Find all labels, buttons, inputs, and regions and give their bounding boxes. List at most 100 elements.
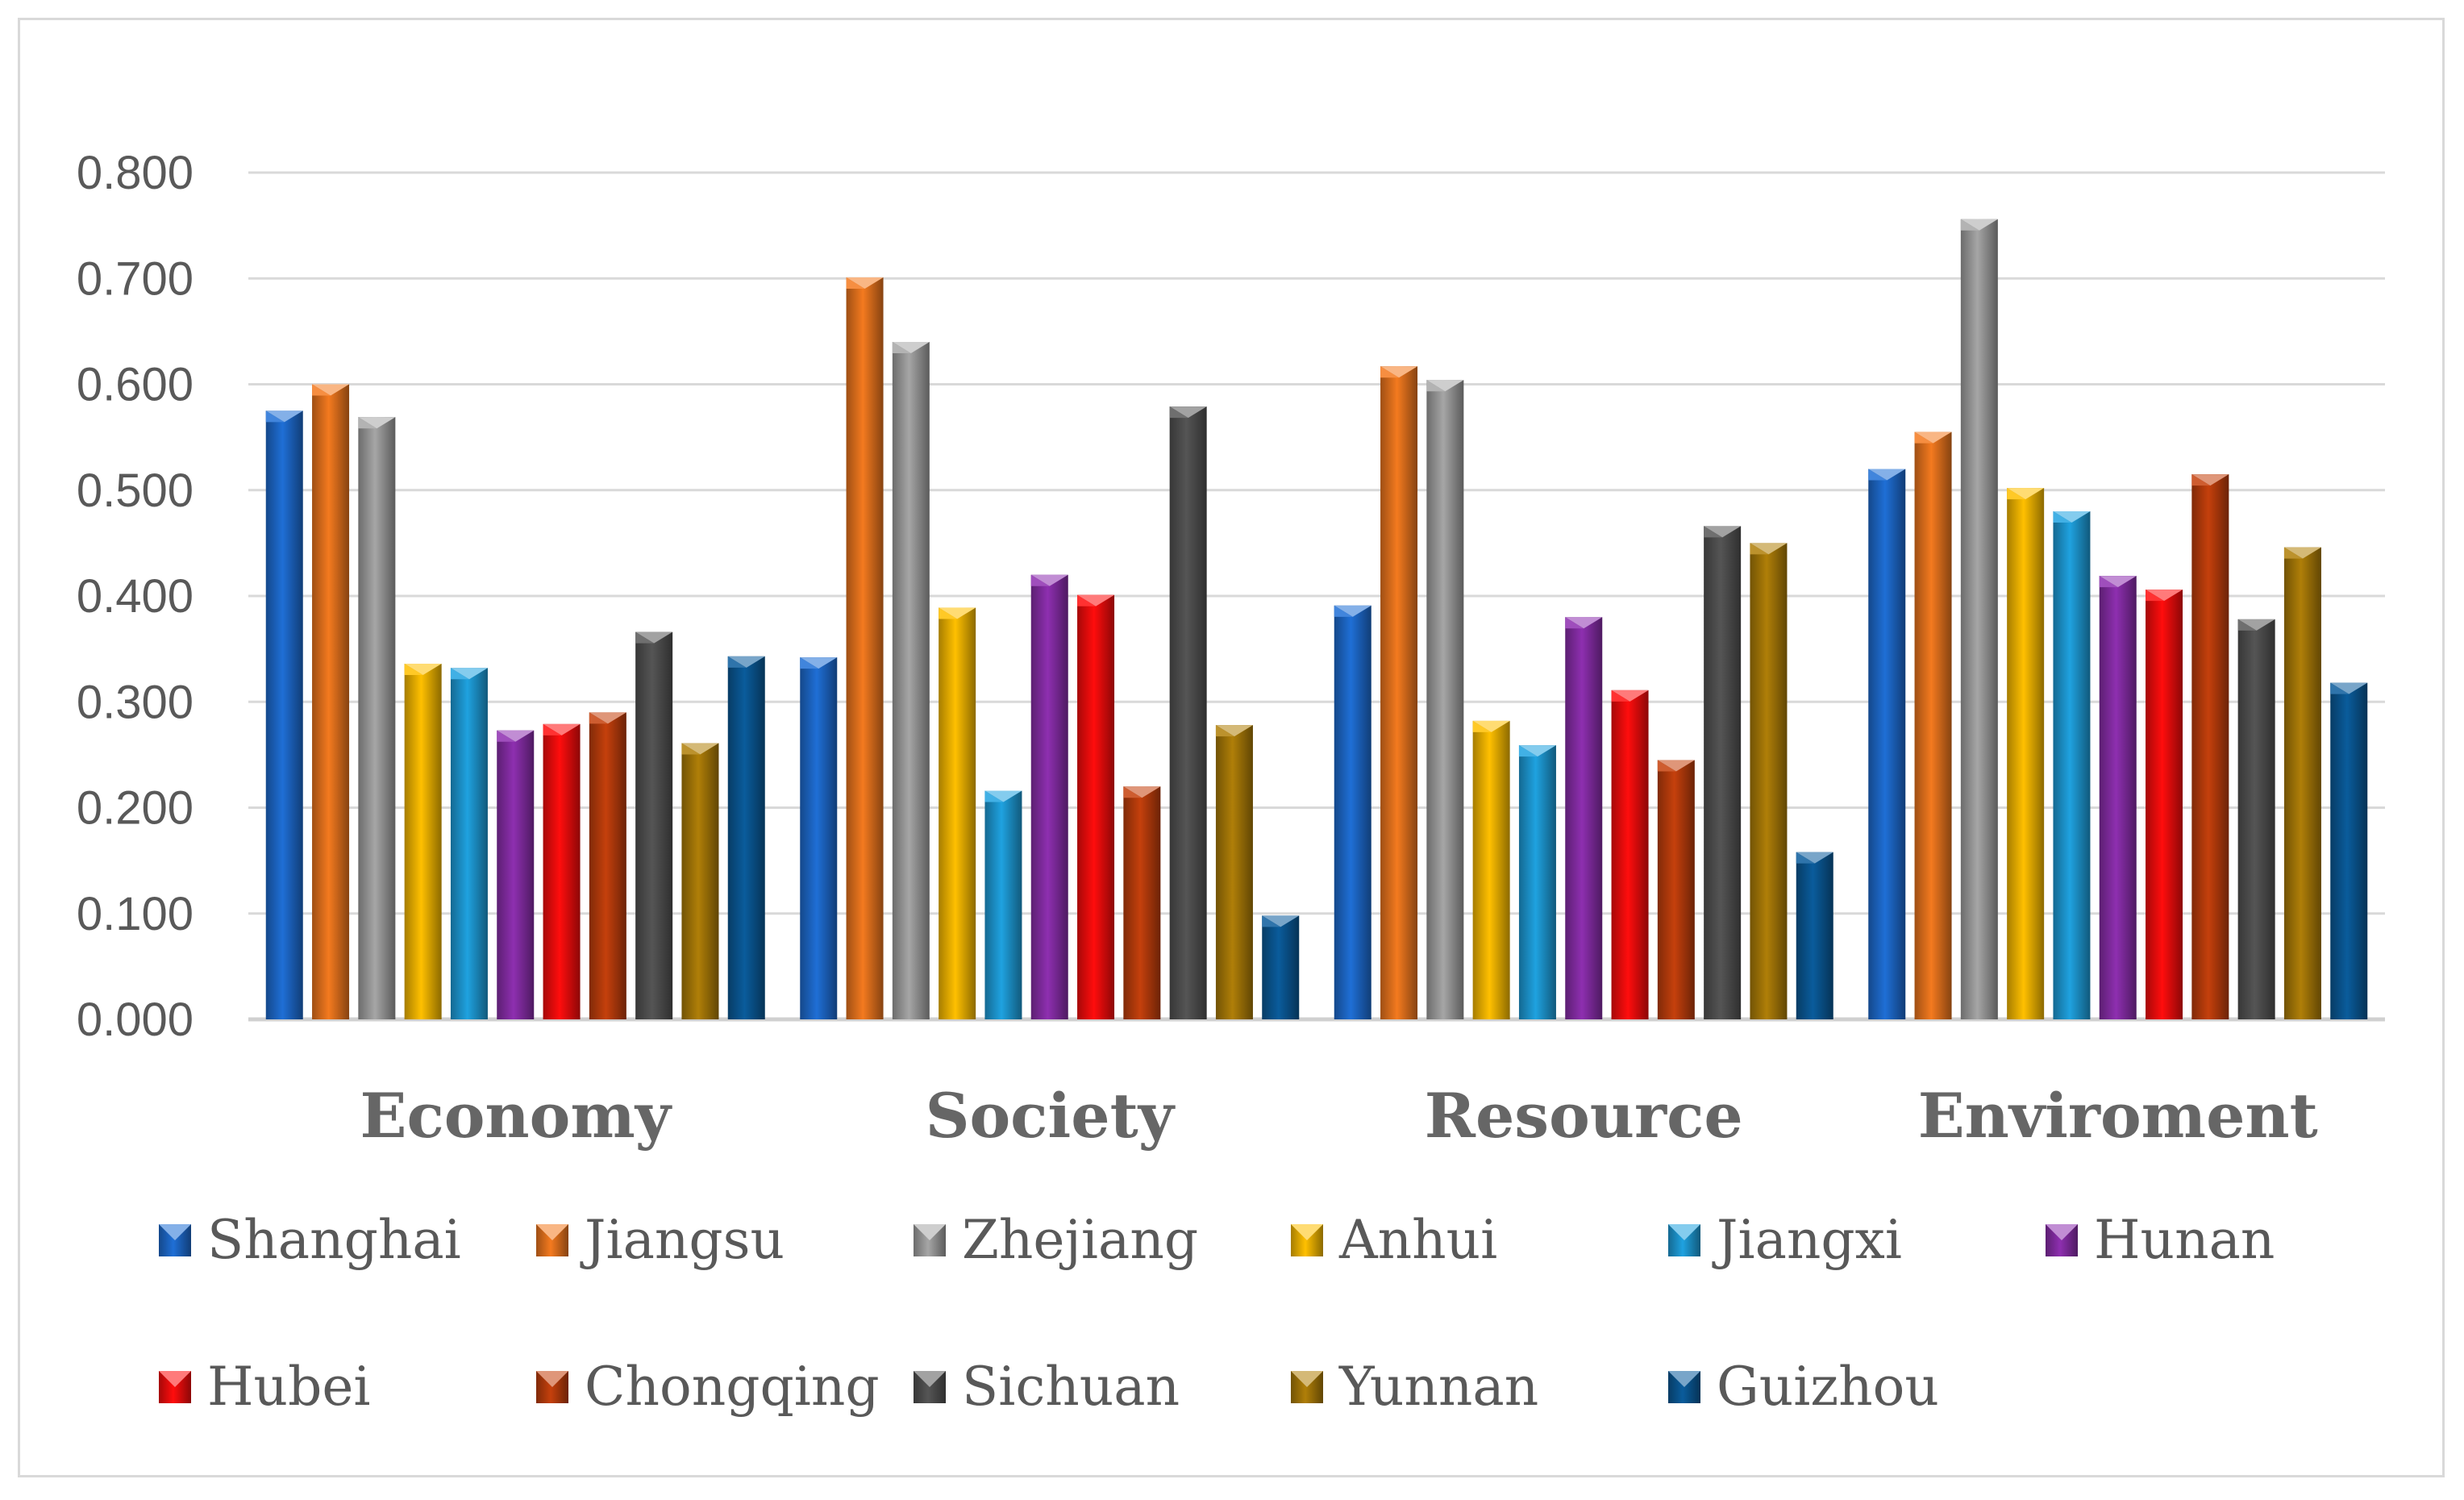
bar-cap-side bbox=[1334, 605, 1353, 617]
legend-swatch-cap bbox=[536, 1224, 568, 1240]
bar-cap-side bbox=[450, 668, 469, 680]
legend-item-hubei: Hubei bbox=[159, 1356, 370, 1418]
bar-cap bbox=[846, 277, 884, 289]
bar-cap bbox=[892, 342, 930, 353]
y-tick-label: 0.600 bbox=[77, 359, 194, 411]
bar-cap-side bbox=[497, 730, 516, 742]
bar-hubei-enviroment bbox=[2146, 590, 2183, 1019]
category-label-resource: Resource bbox=[1425, 1080, 1743, 1152]
bar-hubei-resource bbox=[1611, 690, 1649, 1019]
category-label-enviroment: Enviroment bbox=[1918, 1080, 2318, 1152]
legend-swatch-cap bbox=[536, 1371, 568, 1387]
bar-cap bbox=[358, 417, 396, 429]
legend-label: Zhejiang bbox=[962, 1209, 1198, 1271]
legend-swatch-cap bbox=[1291, 1224, 1323, 1240]
bar-cap bbox=[1565, 617, 1603, 629]
bar-cap-side bbox=[2099, 576, 2118, 588]
legend-swatch-cap bbox=[1668, 1224, 1700, 1240]
bar-cap bbox=[635, 631, 673, 644]
bar-cap-side bbox=[984, 790, 1004, 802]
bar-cap-side bbox=[358, 417, 377, 429]
bar-cap bbox=[1030, 574, 1068, 586]
legend-swatch-cap bbox=[914, 1371, 946, 1387]
bar-cap bbox=[800, 657, 838, 669]
bar-cap bbox=[2191, 474, 2229, 486]
bar-jiangsu-economy bbox=[312, 384, 350, 1019]
bar-chongqing-enviroment bbox=[2191, 474, 2229, 1019]
bar-cap-side bbox=[1518, 745, 1538, 757]
bar-cap-side bbox=[2191, 474, 2211, 486]
bar-cap bbox=[727, 656, 765, 668]
bar-cap-side bbox=[892, 342, 911, 353]
bar-cap-side bbox=[2330, 682, 2350, 694]
legend-label: Hunan bbox=[2094, 1209, 2275, 1271]
bar-cap bbox=[312, 384, 350, 396]
bar-cap bbox=[1472, 720, 1510, 732]
bar-yunnan-resource bbox=[1750, 543, 1788, 1019]
bar-cap-side bbox=[800, 657, 819, 669]
legend-label: Anhui bbox=[1338, 1209, 1497, 1271]
legend-item-jiangsu: Jiangsu bbox=[536, 1209, 785, 1271]
bar-hunan-society bbox=[1030, 574, 1068, 1019]
bar-cap bbox=[2146, 590, 2183, 602]
bar-hubei-economy bbox=[543, 723, 581, 1019]
bar-cap-side bbox=[1472, 720, 1492, 732]
bar-cap-side bbox=[1704, 526, 1723, 538]
bar-jiangxi-resource bbox=[1518, 745, 1556, 1019]
bar-cap bbox=[1518, 745, 1556, 757]
bar-cap bbox=[265, 410, 303, 423]
bar-cap-side bbox=[846, 277, 865, 289]
legend-swatch-cap bbox=[2046, 1224, 2078, 1240]
bar-cap bbox=[1796, 852, 1833, 864]
bar-hunan-enviroment bbox=[2099, 576, 2137, 1019]
bar-cap-side bbox=[1262, 915, 1281, 927]
bar-shanghai-enviroment bbox=[1868, 469, 1906, 1019]
legend-item-jiangxi: Jiangxi bbox=[1668, 1209, 1902, 1271]
y-tick-label: 0.700 bbox=[77, 252, 194, 305]
bar-cap-side bbox=[681, 743, 701, 755]
bar-sichuan-economy bbox=[635, 631, 673, 1019]
bar-shanghai-economy bbox=[265, 410, 303, 1019]
legend: Shanghai Jiangsu Zhejiang Anhui Jiangxi Hunan… bbox=[159, 1209, 2275, 1418]
bar-cap-side bbox=[1426, 380, 1446, 392]
bar-cap-side bbox=[1123, 786, 1143, 798]
bar-sichuan-enviroment bbox=[2237, 619, 2275, 1019]
bar-guizhou-economy bbox=[727, 656, 765, 1019]
bar-jiangsu-enviroment bbox=[1914, 431, 1952, 1019]
legend-swatch-cap bbox=[1291, 1371, 1323, 1387]
y-tick-label: 0.100 bbox=[77, 888, 194, 940]
bar-cap-side bbox=[2146, 590, 2165, 602]
bar-cap bbox=[2283, 547, 2321, 559]
legend-item-chongqing: Chongqing bbox=[536, 1356, 880, 1418]
legend-swatch-cap bbox=[914, 1224, 946, 1240]
bar-sichuan-society bbox=[1169, 406, 1207, 1019]
bar-cap bbox=[1868, 469, 1906, 481]
legend-item-hunan: Hunan bbox=[2046, 1209, 2275, 1271]
legend-label: Shanghai bbox=[207, 1209, 461, 1271]
bar-jiangxi-economy bbox=[450, 668, 488, 1019]
bar-cap-side bbox=[1077, 594, 1097, 606]
bar-cap-side bbox=[727, 656, 747, 668]
bar-cap-side bbox=[265, 410, 285, 423]
legend-item-guizhou: Guizhou bbox=[1668, 1356, 1939, 1418]
legend-label: Chongqing bbox=[585, 1356, 880, 1418]
bar-cap bbox=[1215, 725, 1253, 737]
bar-cap-side bbox=[2007, 488, 2026, 500]
bar-cap bbox=[2330, 682, 2368, 694]
bar-cap bbox=[1611, 690, 1649, 702]
bar-cap-side bbox=[2283, 547, 2303, 559]
bar-anhui-society bbox=[939, 607, 976, 1019]
bar-anhui-economy bbox=[404, 664, 442, 1019]
bar-zhejiang-economy bbox=[358, 417, 396, 1019]
legend-label: Yunnan bbox=[1338, 1356, 1538, 1418]
bar-cap bbox=[984, 790, 1022, 802]
bar-zhejiang-society bbox=[892, 342, 930, 1019]
legend-item-anhui: Anhui bbox=[1291, 1209, 1497, 1271]
bar-zhejiang-enviroment bbox=[1960, 219, 1998, 1019]
bar-cap bbox=[1123, 786, 1161, 798]
bar-cap bbox=[1262, 915, 1300, 927]
bar-cap bbox=[2237, 619, 2275, 631]
bar-cap-side bbox=[1169, 406, 1188, 419]
bar-sichuan-resource bbox=[1704, 526, 1742, 1019]
